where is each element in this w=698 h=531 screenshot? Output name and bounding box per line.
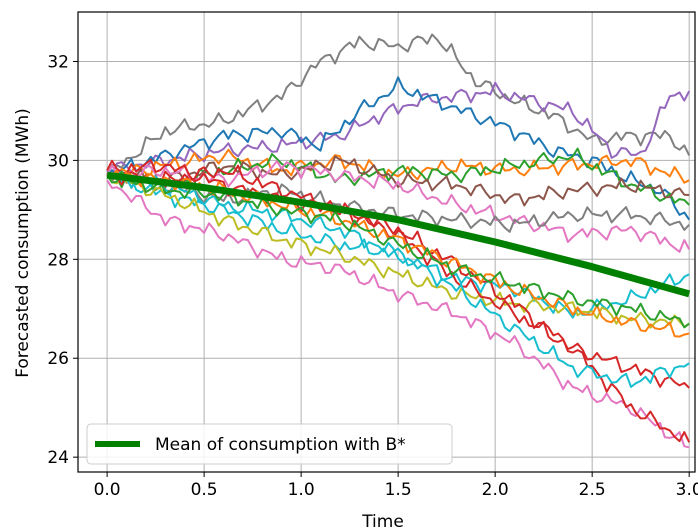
x-tick-label: 1.5 xyxy=(385,480,412,500)
series-line xyxy=(106,172,690,329)
legend-box xyxy=(86,423,453,465)
x-tick-label: 1.0 xyxy=(288,480,315,500)
y-tick-label: 26 xyxy=(47,349,69,369)
plot-frame xyxy=(77,11,696,473)
series-line xyxy=(106,170,690,388)
x-tick-label: 3.0 xyxy=(676,480,698,500)
y-tick-label: 32 xyxy=(47,52,69,72)
series-line xyxy=(106,164,690,389)
mean-series-line xyxy=(106,171,691,298)
y-axis-label: Forecasted consumption (MWh) xyxy=(13,108,33,378)
x-tick-label: 2.0 xyxy=(482,480,509,500)
legend-label: Mean of consumption with B* xyxy=(155,435,406,455)
mean-line xyxy=(106,171,691,298)
x-tick-label: 0.5 xyxy=(191,480,218,500)
series-line xyxy=(106,148,690,184)
legend: Mean of consumption with B* xyxy=(86,423,453,465)
series-line xyxy=(106,81,691,178)
series-line xyxy=(106,76,691,221)
y-tick-label: 28 xyxy=(47,250,69,270)
series-line xyxy=(106,155,690,207)
x-tick-label: 2.5 xyxy=(579,480,606,500)
y-tick-label: 24 xyxy=(47,448,69,468)
series-line xyxy=(106,33,691,176)
series-line xyxy=(106,158,691,443)
axis-ticks: 0.0 0.5 1.0 1.5 2.0 2.5 3.0 24 26 28 30 32 xyxy=(47,52,698,500)
x-tick-label: 0.0 xyxy=(94,480,121,500)
series-line xyxy=(106,170,690,329)
x-axis-label: Time xyxy=(361,512,404,531)
y-tick-label: 30 xyxy=(47,151,69,171)
series-line xyxy=(106,179,690,449)
